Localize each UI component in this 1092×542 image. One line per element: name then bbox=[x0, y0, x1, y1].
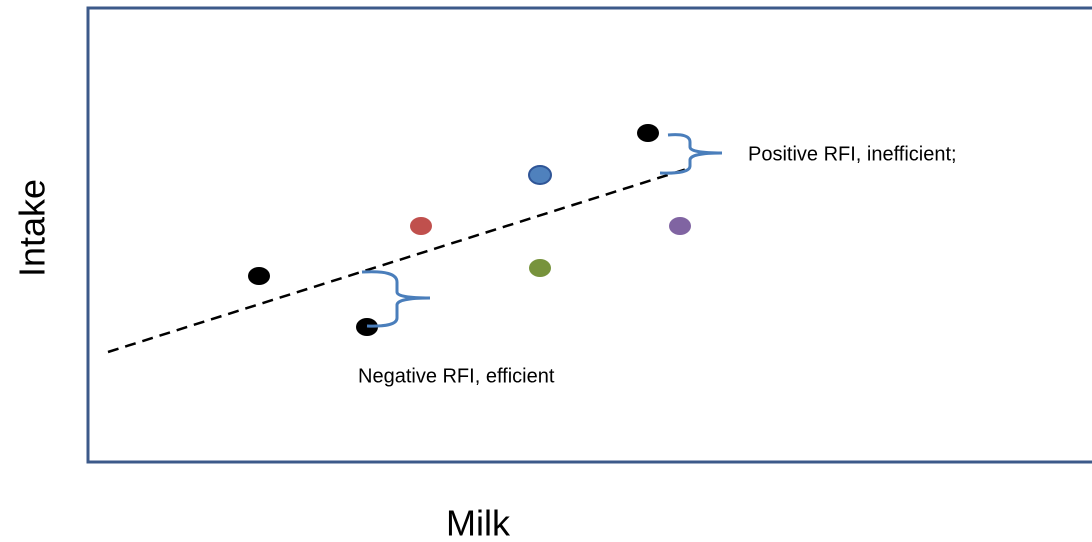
annotation-negative: Negative RFI, efficient bbox=[358, 365, 555, 387]
y-axis-label: Intake bbox=[12, 179, 53, 277]
point bbox=[529, 259, 551, 277]
point bbox=[637, 124, 659, 142]
point bbox=[410, 217, 432, 235]
point bbox=[528, 165, 552, 185]
point bbox=[248, 267, 270, 285]
regression-line bbox=[107, 166, 691, 354]
point bbox=[669, 217, 691, 235]
annotation-positive: Positive RFI, inefficient; bbox=[748, 143, 957, 165]
brace-positive bbox=[659, 133, 723, 175]
x-axis-label: Milk bbox=[446, 503, 511, 542]
plot-frame bbox=[86, 6, 1092, 464]
brace-negative bbox=[361, 270, 431, 328]
